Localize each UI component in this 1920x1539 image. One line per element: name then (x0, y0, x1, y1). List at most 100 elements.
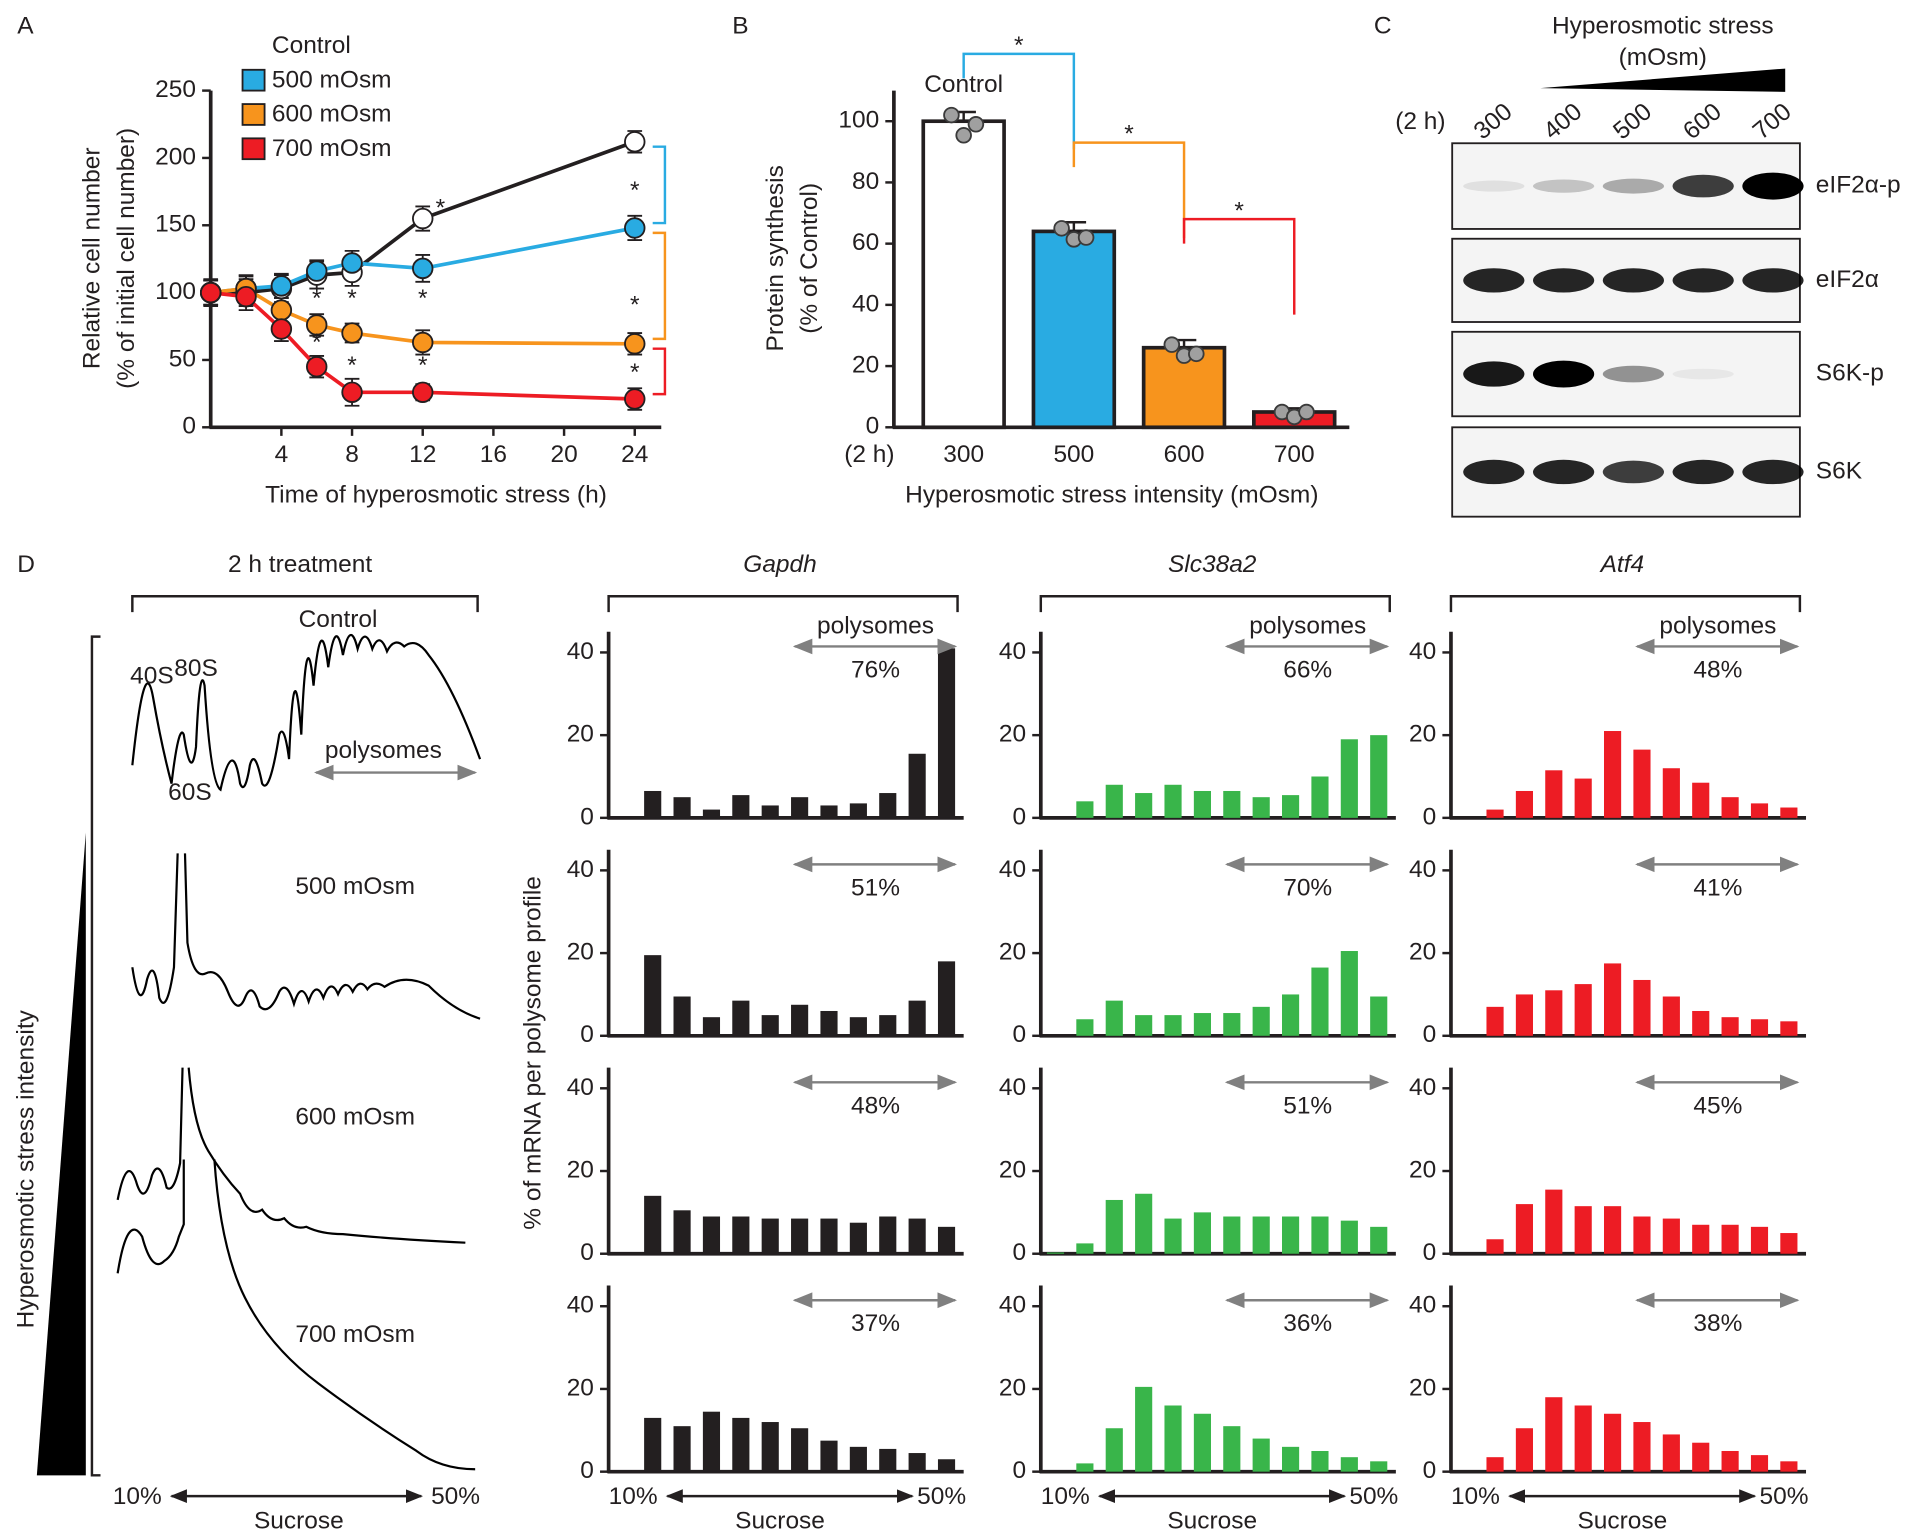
bar (1604, 1413, 1622, 1472)
polysome-fraction: 76% (851, 656, 900, 683)
polysome-fraction: 38% (1693, 1310, 1742, 1337)
x-tick-label: 600 (1164, 441, 1205, 468)
bar (1370, 735, 1388, 818)
bar (1135, 1386, 1153, 1472)
y-tick-label: 40 (852, 290, 879, 317)
significance-mark: * (1234, 197, 1244, 224)
bar (1193, 1413, 1211, 1472)
y-tick-label: 40 (567, 1074, 594, 1101)
bar (1193, 1212, 1211, 1254)
polysome-fraction: 41% (1693, 874, 1742, 901)
bar (1780, 1233, 1798, 1254)
bar (761, 1015, 779, 1036)
replicate-point (1188, 345, 1205, 363)
x-axis-title: Hyperosmotic stress intensity (mOsm) (905, 481, 1318, 508)
point (235, 285, 257, 308)
bar (908, 1000, 926, 1036)
blot-frame (1451, 142, 1801, 230)
stress-wedge (36, 832, 86, 1476)
sucrose-label: 10% (1451, 1483, 1500, 1510)
x-prefix: (2 h) (844, 441, 894, 468)
bar (1780, 807, 1798, 818)
x-tick-label: 4 (275, 441, 289, 468)
bar (1046, 1252, 1065, 1254)
bar (1105, 1428, 1123, 1472)
sucrose-label: Sucrose (254, 1507, 344, 1534)
bar (1282, 795, 1300, 818)
bar (1780, 1461, 1798, 1472)
point (199, 281, 222, 304)
gene-bracket (1449, 595, 1802, 613)
y-tick-label: 40 (1409, 1074, 1436, 1101)
significance-mark: * (630, 292, 640, 319)
y-axis-title: (% of Control) (796, 183, 823, 334)
bar (849, 1222, 867, 1254)
bar (1662, 1434, 1680, 1472)
lane-label: 700 (1748, 98, 1797, 145)
bar (1574, 984, 1592, 1036)
panel-label: D (17, 551, 35, 578)
bar (1252, 1438, 1270, 1472)
y-tick-label: 40 (1409, 638, 1436, 665)
range-label: polysomes (817, 612, 934, 639)
y-tick-label: 40 (567, 1292, 594, 1319)
significance-mark: * (630, 177, 640, 204)
bar (879, 1015, 897, 1036)
bar (1633, 979, 1651, 1036)
y-tick-label: 20 (1409, 721, 1436, 748)
bar (673, 1210, 691, 1254)
y-tick-label: 0 (580, 1021, 594, 1048)
bar (1574, 1405, 1592, 1472)
y-tick-label: 40 (999, 1292, 1026, 1319)
bar (937, 1459, 956, 1472)
y-tick-label: 40 (567, 638, 594, 665)
band (1742, 268, 1804, 293)
x-tick-label: 16 (480, 441, 507, 468)
bar (1486, 1239, 1504, 1254)
y-tick-label: 20 (999, 939, 1026, 966)
bar (1252, 797, 1270, 818)
point (624, 333, 646, 355)
bar (1135, 793, 1153, 818)
bar (879, 793, 897, 818)
bar (1076, 801, 1094, 818)
blot-title: Hyperosmotic stress (1552, 12, 1774, 39)
bar (937, 1226, 956, 1254)
point (270, 299, 293, 321)
peak-label: 40S (130, 663, 174, 690)
lane-label: 500 (1608, 98, 1657, 145)
band (1602, 178, 1664, 194)
legend-label: 700 mOsm (272, 135, 392, 162)
bar (908, 1218, 926, 1254)
significance-mark: * (1124, 121, 1134, 148)
bar (1662, 996, 1680, 1036)
bar (791, 1004, 809, 1036)
significance-bracket (1182, 217, 1296, 315)
polysome-fraction: 45% (1693, 1092, 1742, 1119)
significance-mark: * (312, 285, 322, 312)
time-label: (2 h) (1395, 108, 1445, 135)
profile-trace (131, 853, 481, 1020)
y-tick-label: 0 (866, 413, 880, 440)
bar (1750, 803, 1769, 818)
bar (702, 1411, 721, 1472)
treatment-bracket (131, 595, 479, 613)
point (412, 257, 434, 280)
replicate-point (1053, 220, 1070, 237)
polysome-fraction: 36% (1283, 1310, 1332, 1337)
band (1742, 459, 1804, 485)
bar (791, 1218, 809, 1254)
sucrose-label: Sucrose (1167, 1507, 1257, 1534)
bar (879, 1448, 897, 1472)
point (341, 252, 363, 274)
bar (614, 1034, 632, 1036)
x-tick-label: 700 (1274, 441, 1315, 468)
bar (1662, 1218, 1680, 1254)
polysome-fraction: 48% (1693, 656, 1742, 683)
legend-label: 500 mOsm (272, 66, 392, 93)
bar (1604, 963, 1622, 1036)
band (1532, 459, 1595, 485)
bar (1340, 951, 1358, 1036)
peak-label: 60S (168, 779, 212, 806)
replicate-point (1298, 403, 1315, 421)
